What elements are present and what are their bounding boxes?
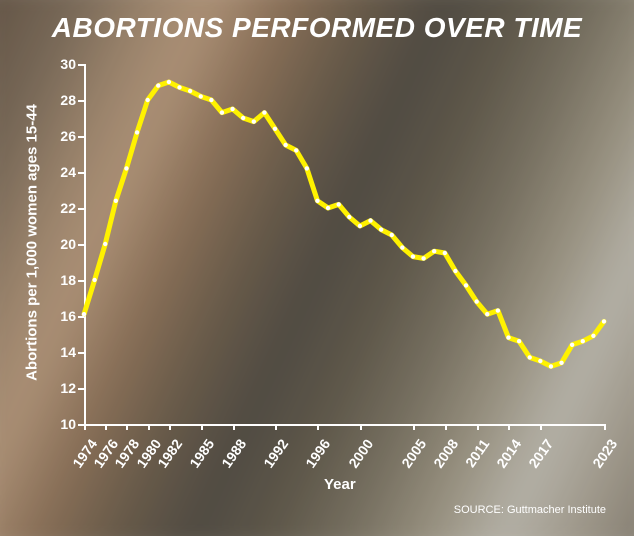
data-marker [443, 251, 447, 255]
y-tick-mark [78, 352, 84, 354]
y-tick-label: 28 [46, 92, 76, 108]
data-marker [528, 355, 532, 359]
x-tick-mark [317, 424, 319, 430]
data-marker [390, 233, 394, 237]
y-tick-mark [78, 64, 84, 66]
data-marker [538, 359, 542, 363]
data-marker [400, 245, 404, 249]
data-marker [602, 319, 606, 323]
y-tick-mark [78, 388, 84, 390]
y-tick-label: 22 [46, 200, 76, 216]
x-tick-mark [105, 424, 107, 430]
y-tick-mark [78, 316, 84, 318]
data-marker [220, 110, 224, 114]
y-tick-mark [78, 172, 84, 174]
data-marker [273, 127, 277, 131]
data-marker [252, 119, 256, 123]
data-marker [156, 83, 160, 87]
x-tick-mark [169, 424, 171, 430]
y-tick-label: 18 [46, 272, 76, 288]
x-tick-mark [445, 424, 447, 430]
data-marker [199, 94, 203, 98]
data-marker [347, 215, 351, 219]
data-marker [474, 299, 478, 303]
data-line [84, 82, 604, 366]
x-tick-mark [540, 424, 542, 430]
y-tick-mark [78, 136, 84, 138]
data-marker [411, 254, 415, 258]
data-marker [336, 202, 340, 206]
data-marker [421, 256, 425, 260]
data-marker [326, 206, 330, 210]
data-marker [188, 89, 192, 93]
y-tick-label: 30 [46, 56, 76, 72]
data-marker [167, 80, 171, 84]
x-tick-mark [360, 424, 362, 430]
y-tick-label: 16 [46, 308, 76, 324]
y-tick-label: 24 [46, 164, 76, 180]
x-tick-mark [508, 424, 510, 430]
x-tick-mark [604, 424, 606, 430]
x-tick-mark [233, 424, 235, 430]
source-citation: SOURCE: Guttmacher Institute [454, 504, 606, 516]
data-marker [145, 98, 149, 102]
data-marker [464, 283, 468, 287]
y-tick-mark [78, 244, 84, 246]
x-axis-line [84, 424, 604, 426]
data-marker [379, 227, 383, 231]
chart-title: ABORTIONS PERFORMED OVER TIME [0, 12, 634, 44]
data-marker [92, 278, 96, 282]
data-marker [432, 249, 436, 253]
data-marker [517, 339, 521, 343]
data-marker [262, 110, 266, 114]
data-marker [315, 199, 319, 203]
data-marker [559, 361, 563, 365]
chart-area: 1012141618202224262830197419761978198019… [84, 64, 604, 424]
y-tick-mark [78, 208, 84, 210]
y-tick-label: 12 [46, 380, 76, 396]
y-tick-label: 26 [46, 128, 76, 144]
y-tick-label: 14 [46, 344, 76, 360]
data-marker [485, 312, 489, 316]
data-marker [549, 364, 553, 368]
y-tick-label: 20 [46, 236, 76, 252]
data-marker [209, 98, 213, 102]
data-marker [103, 242, 107, 246]
data-marker [368, 218, 372, 222]
data-marker [241, 116, 245, 120]
y-tick-label: 10 [46, 416, 76, 432]
x-tick-mark [413, 424, 415, 430]
x-tick-mark [275, 424, 277, 430]
data-marker [496, 308, 500, 312]
source-prefix: SOURCE: [454, 504, 504, 516]
data-marker [124, 166, 128, 170]
data-marker [135, 130, 139, 134]
x-tick-mark [477, 424, 479, 430]
y-tick-mark [78, 100, 84, 102]
data-marker [570, 343, 574, 347]
data-marker [114, 199, 118, 203]
data-marker [453, 269, 457, 273]
line-plot [84, 64, 604, 424]
data-marker [305, 166, 309, 170]
data-marker [283, 143, 287, 147]
data-marker [294, 148, 298, 152]
y-tick-mark [78, 280, 84, 282]
data-marker [230, 107, 234, 111]
x-axis-label: Year [324, 476, 356, 493]
data-marker [506, 335, 510, 339]
data-marker [591, 334, 595, 338]
y-axis-label: Abortions per 1,000 women ages 15-44 [24, 93, 41, 393]
data-marker [581, 339, 585, 343]
x-tick-mark [84, 424, 86, 430]
x-tick-mark [201, 424, 203, 430]
x-tick-mark [126, 424, 128, 430]
x-tick-mark [148, 424, 150, 430]
source-text: Guttmacher Institute [507, 504, 606, 516]
data-marker [177, 85, 181, 89]
data-marker [358, 224, 362, 228]
